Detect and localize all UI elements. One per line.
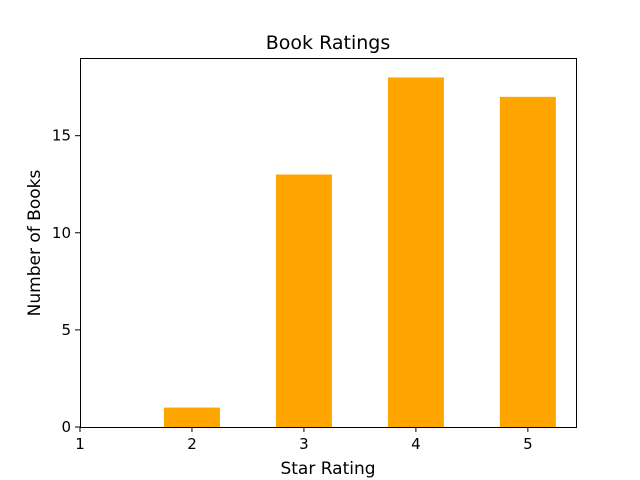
bar-rating-5 bbox=[499, 96, 556, 427]
bars-group bbox=[163, 77, 556, 427]
bar-rating-4 bbox=[387, 77, 444, 427]
x-tick-label: 4 bbox=[411, 435, 421, 453]
plot-frame bbox=[80, 58, 577, 428]
x-tick-label: 1 bbox=[75, 435, 85, 453]
bar-rating-3 bbox=[275, 174, 332, 427]
x-tick-label: 2 bbox=[187, 435, 197, 453]
chart-title: Book Ratings bbox=[266, 32, 390, 54]
bar-rating-2 bbox=[163, 407, 220, 427]
x-tick-label: 5 bbox=[523, 435, 533, 453]
y-tick-label: 5 bbox=[61, 321, 71, 339]
y-tick-label: 15 bbox=[52, 127, 71, 145]
x-axis-ticks: 1 2 3 4 5 bbox=[75, 427, 533, 453]
y-axis-ticks: 0 5 10 15 bbox=[52, 127, 80, 436]
x-tick-label: 3 bbox=[299, 435, 309, 453]
x-axis-label: Star Rating bbox=[280, 459, 375, 479]
y-tick-label: 10 bbox=[52, 224, 71, 242]
y-axis-label: Number of Books bbox=[25, 170, 45, 317]
y-tick-label: 0 bbox=[61, 418, 71, 436]
